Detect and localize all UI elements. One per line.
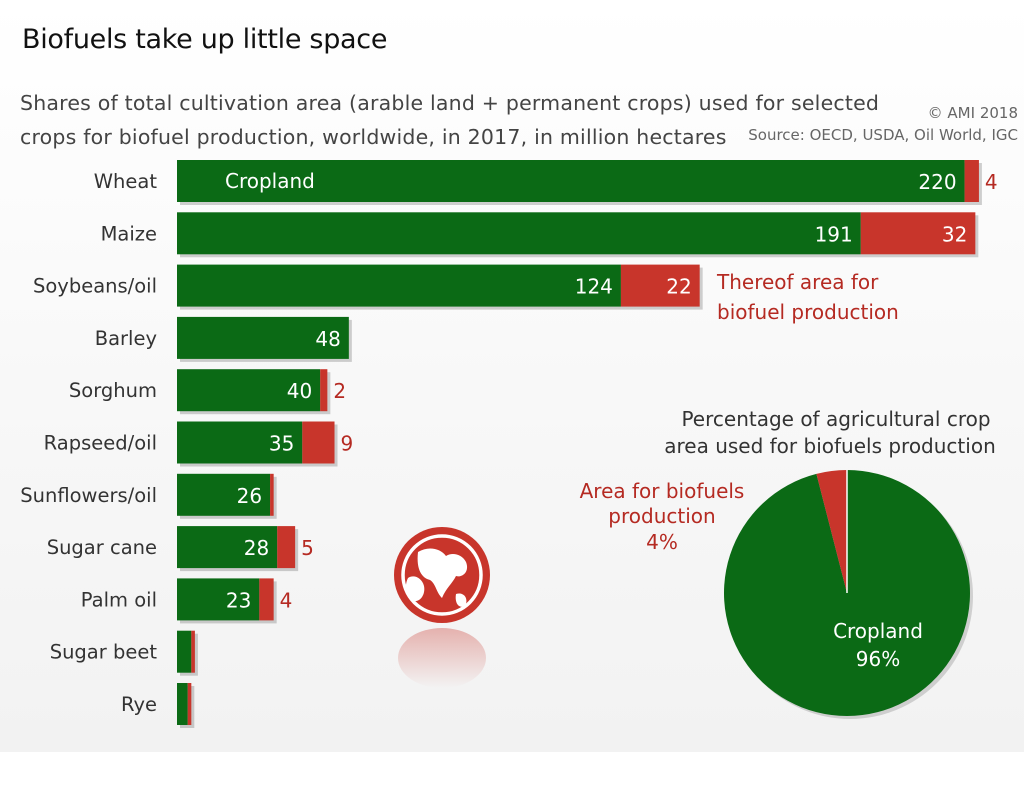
category-label: Sugar cane: [47, 536, 157, 559]
bar-biofuel: [270, 473, 274, 516]
value-label-cropland: 28: [244, 536, 269, 560]
copyright-note: © AMI 2018: [927, 104, 1018, 122]
globe-icon: [394, 527, 490, 688]
chart-subtitle: Shares of total cultivation area (arable…: [20, 91, 880, 149]
category-label: Wheat: [94, 170, 158, 193]
value-label-cropland: 40: [287, 379, 312, 403]
value-label-biofuel: 5: [301, 536, 314, 560]
pie-title: Percentage of agricultural crop area used…: [664, 407, 996, 458]
pie-label-cropland: Cropland: [833, 619, 923, 643]
bar-biofuel: [302, 421, 335, 464]
bar-cropland: [177, 473, 271, 516]
bar-biofuel: [259, 578, 274, 621]
pie-label-biofuel: Area for biofuels production: [580, 479, 745, 528]
pie-value-cropland: 96%: [856, 647, 900, 671]
category-label: Sugar beet: [50, 641, 158, 664]
source-note: Source: OECD, USDA, Oil World, IGC: [748, 126, 1018, 144]
value-label-cropland: 26: [237, 484, 262, 508]
bar-biofuel: [860, 212, 976, 255]
pie-slice-biofuel: [816, 470, 847, 593]
value-label-cropland: 191: [815, 222, 853, 246]
category-label: Palm oil: [81, 588, 157, 611]
bar-cropland: [177, 578, 260, 621]
value-label-cropland: 35: [269, 432, 294, 456]
bar-cropland: [177, 421, 303, 464]
value-label-cropland: 23: [226, 588, 251, 612]
bar-cropland: [177, 212, 861, 255]
category-label: Rye: [121, 693, 157, 716]
value-label-biofuel: 32: [942, 222, 967, 246]
value-label-cropland: 220: [918, 170, 956, 194]
value-label-biofuel: 22: [666, 275, 691, 299]
bar-biofuel: [191, 630, 195, 673]
value-label-biofuel: 4: [985, 170, 998, 194]
bar-cropland: [177, 264, 621, 307]
bar-cropland: [177, 683, 188, 725]
bar-cropland: [177, 526, 278, 569]
value-label-cropland: 124: [575, 275, 613, 299]
bar-cropland: [177, 160, 965, 202]
category-label: Maize: [101, 222, 157, 245]
legend-biofuel-label: Thereof area for biofuel production: [716, 270, 899, 324]
value-label-biofuel: 2: [333, 379, 346, 403]
pie-chart: Percentage of agricultural crop area used…: [580, 407, 996, 719]
value-label-biofuel: 9: [341, 432, 354, 456]
legend-cropland-label: Cropland: [225, 169, 315, 193]
category-label: Sorghum: [69, 379, 157, 402]
bar-cropland: [177, 630, 192, 673]
bar-biofuel: [620, 264, 700, 307]
bar-cropland: [177, 369, 321, 412]
bar-biofuel: [277, 526, 296, 569]
bar-biofuel: [964, 160, 979, 202]
category-label: Rapseed/oil: [44, 432, 157, 455]
page-title: Biofuels take up little space: [22, 24, 388, 55]
bar-biofuel: [320, 369, 328, 412]
bar-biofuel: [187, 683, 192, 725]
bar-chart: Wheat 220 4 Maize 191 32 Soybeans/oil 124 22 Barl…: [20, 160, 998, 728]
category-label: Soybeans/oil: [33, 275, 157, 298]
category-label: Barley: [95, 327, 157, 350]
value-label-cropland: 48: [315, 327, 340, 351]
value-label-biofuel: 4: [280, 588, 293, 612]
category-label: Sunflowers/oil: [20, 484, 157, 507]
pie-value-biofuel: 4%: [646, 530, 678, 554]
bar-cropland: [177, 316, 349, 359]
